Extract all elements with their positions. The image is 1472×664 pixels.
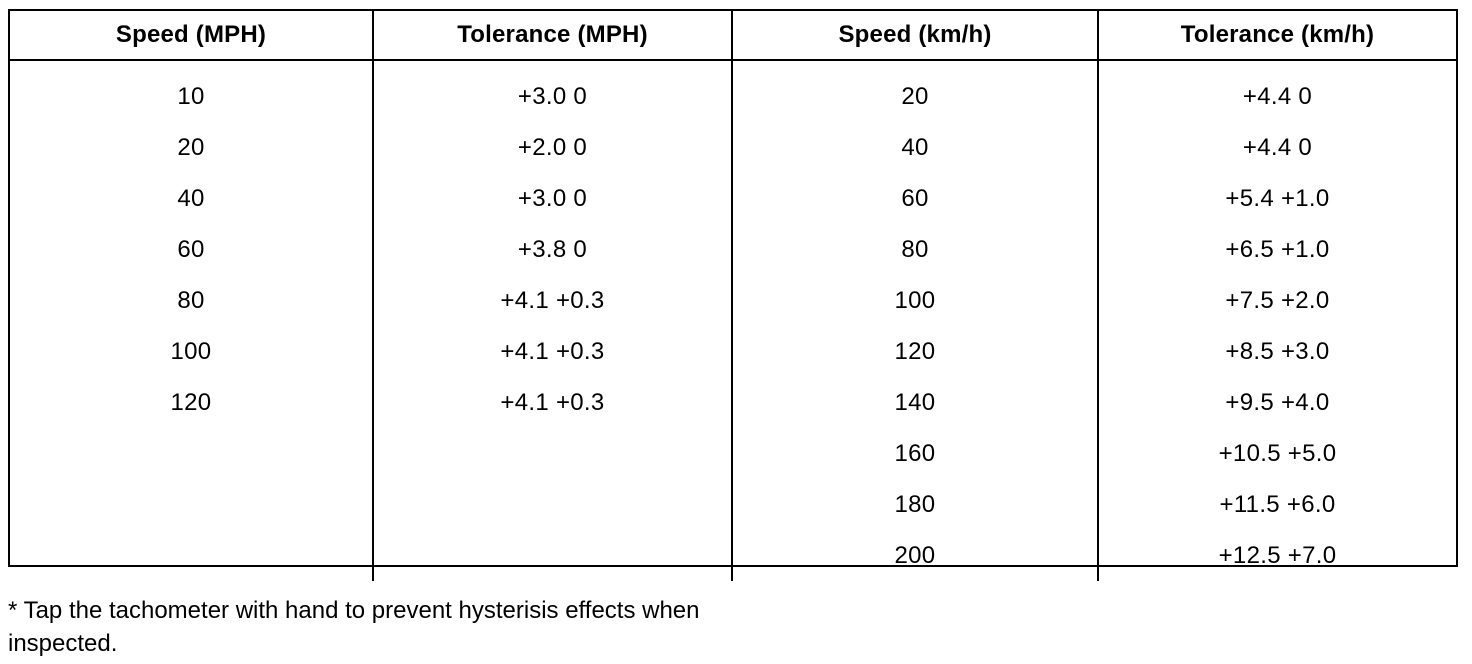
table-cell: 160	[894, 439, 936, 467]
table-cell: +3.0 0	[517, 82, 588, 110]
table-cell: +10.5 +5.0	[1218, 439, 1337, 467]
table-cell: +2.0 0	[517, 133, 588, 161]
footnote: * Tap the tachometer with hand to preven…	[8, 594, 828, 660]
table-cell: 80	[177, 286, 205, 314]
header-speed-kmh: Speed (km/h)	[733, 11, 1099, 61]
column-speed-mph: 10 20 40 60 80 100 120	[10, 61, 374, 581]
table-cell: +4.1 +0.3	[500, 286, 605, 314]
table-cell: +7.5 +2.0	[1225, 286, 1330, 314]
header-tolerance-kmh: Tolerance (km/h)	[1099, 11, 1456, 61]
table-cell: +5.4 +1.0	[1225, 184, 1330, 212]
speed-tolerance-table: Speed (MPH) Tolerance (MPH) Speed (km/h)…	[8, 9, 1458, 581]
table-cell: +4.1 +0.3	[500, 388, 605, 416]
table-cell: +3.8 0	[517, 235, 588, 263]
footnote-line: inspected.	[8, 630, 118, 657]
table-cell: 80	[901, 235, 929, 263]
column-speed-kmh: 20 40 60 80 100 120 140 160 180 200	[733, 61, 1099, 581]
table-cell: 140	[894, 388, 936, 416]
table-cell: 100	[894, 286, 936, 314]
table-cell: +4.4 0	[1242, 82, 1313, 110]
table-cell: +4.1 +0.3	[500, 337, 605, 365]
table-cell: 180	[894, 490, 936, 518]
table-cell: +11.5 +6.0	[1219, 490, 1336, 518]
header-tolerance-mph: Tolerance (MPH)	[374, 11, 733, 61]
table-cell: +6.5 +1.0	[1225, 235, 1330, 263]
header-speed-mph: Speed (MPH)	[10, 11, 374, 61]
table-cell: 20	[901, 82, 929, 110]
table-cell: 120	[894, 337, 936, 365]
table-cell: 60	[901, 184, 929, 212]
table-cell: +8.5 +3.0	[1225, 337, 1330, 365]
table-cell: +3.0 0	[517, 184, 588, 212]
table-cell: +12.5 +7.0	[1218, 541, 1337, 569]
table-cell: 40	[177, 184, 205, 212]
column-tolerance-kmh: +4.4 0 +4.4 0 +5.4 +1.0 +6.5 +1.0 +7.5 +…	[1099, 61, 1456, 581]
table-cell: 40	[901, 133, 929, 161]
column-tolerance-mph: +3.0 0 +2.0 0 +3.0 0 +3.8 0 +4.1 +0.3 +4…	[374, 61, 733, 581]
table-cell: 200	[894, 541, 936, 569]
footnote-line: * Tap the tachometer with hand to preven…	[8, 597, 700, 624]
table-cell: +4.4 0	[1242, 133, 1313, 161]
table-cell: 60	[177, 235, 205, 263]
table-cell: 100	[170, 337, 212, 365]
table-cell: 20	[177, 133, 205, 161]
table-cell: 10	[177, 82, 205, 110]
table-cell: +9.5 +4.0	[1225, 388, 1330, 416]
table-cell: 120	[170, 388, 212, 416]
